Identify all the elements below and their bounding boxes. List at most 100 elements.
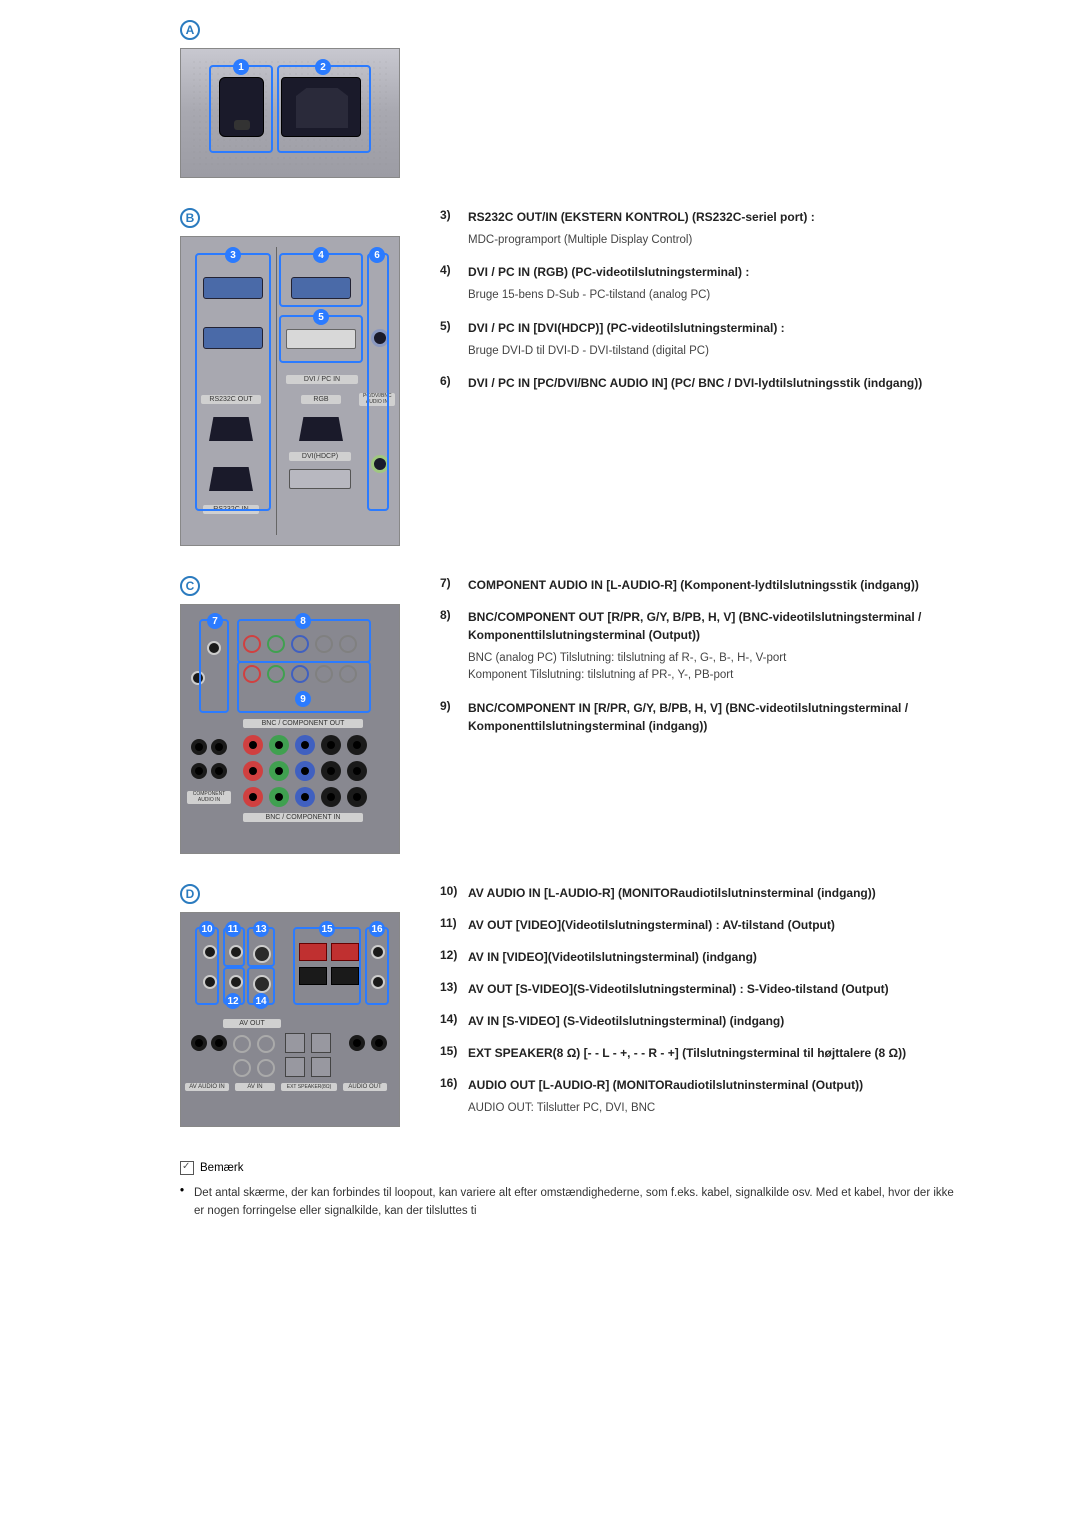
divider <box>276 247 277 535</box>
item-3-title: RS232C OUT/IN (EKSTERN KONTROL) (RS232C-… <box>468 208 960 226</box>
section-a-left: A 1 2 <box>180 20 410 178</box>
callout-4: 4 <box>313 247 329 263</box>
sj-6 <box>243 761 263 781</box>
label-bncout: BNC / COMPONENT OUT <box>243 719 363 728</box>
callout-15: 15 <box>319 921 335 937</box>
item-10-title: AV AUDIO IN [L-AUDIO-R] (MONITORaudiotil… <box>468 884 960 902</box>
highlight-2 <box>277 65 371 153</box>
label-extspk: EXT SPEAKER(8Ω) <box>281 1083 337 1091</box>
item-5-body: DVI / PC IN [DVI(HDCP)] (PC-videotilslut… <box>468 319 960 360</box>
item-9: 9) BNC/COMPONENT IN [R/PR, G/Y, B/PB, H,… <box>440 699 960 735</box>
callout-11: 11 <box>225 921 241 937</box>
audio-solid-r2 <box>211 763 227 779</box>
sj-5 <box>347 735 367 755</box>
item-11: 11) AV OUT [VIDEO](Videotilslutningsterm… <box>440 916 960 934</box>
item-16-desc: AUDIO OUT: Tilslutter PC, DVI, BNC <box>468 1100 960 1117</box>
sj-15 <box>347 787 367 807</box>
bullet-icon: • <box>180 1185 194 1220</box>
item-14-num: 14) <box>440 1012 468 1030</box>
item-14-title: AV IN [S-VIDEO] (S-Videotilslutningsterm… <box>468 1012 960 1030</box>
sj-3 <box>295 735 315 755</box>
bj-sv1 <box>285 1033 305 1053</box>
section-a: A 1 2 <box>180 20 960 178</box>
bnc-in-solid <box>243 787 367 807</box>
highlight-15 <box>293 927 361 1005</box>
badge-b: B <box>180 208 200 228</box>
bj-1 <box>191 1035 207 1051</box>
item-13-title: AV OUT [S-VIDEO](S-Videotilslutningsterm… <box>468 980 960 998</box>
section-b-right: 3) RS232C OUT/IN (EKSTERN KONTROL) (RS23… <box>410 208 960 406</box>
sj-7 <box>269 761 289 781</box>
item-10-num: 10) <box>440 884 468 902</box>
sj-12 <box>269 787 289 807</box>
panel-d: AV OUT AV AUDIO IN AV IN EXT SPEAKER(8Ω)… <box>180 912 400 1127</box>
item-4-desc: Bruge 15-bens D-Sub - PC-tilstand (analo… <box>468 287 960 304</box>
item-15: 15) EXT SPEAKER(8 Ω) [- - L - +, - - R -… <box>440 1044 960 1062</box>
item-3-num: 3) <box>440 208 468 249</box>
item-11-title: AV OUT [VIDEO](Videotilslutningsterminal… <box>468 916 960 934</box>
label-avin: AV IN <box>235 1083 275 1091</box>
section-b-left: B RS232C OUT RS232C IN DVI / PC IN RGB D… <box>180 208 410 546</box>
item-9-num: 9) <box>440 699 468 735</box>
sj-9 <box>321 761 341 781</box>
bj-4 <box>257 1035 275 1053</box>
item-12-num: 12) <box>440 948 468 966</box>
badge-c: C <box>180 576 200 596</box>
sj-2 <box>269 735 289 755</box>
label-dvihdcp: DVI(HDCP) <box>289 452 351 461</box>
label-compaudio: COMPONENT AUDIO IN <box>187 791 231 804</box>
bj-ao1 <box>349 1035 365 1051</box>
bj-ao2 <box>371 1035 387 1051</box>
item-8: 8) BNC/COMPONENT OUT [R/PR, G/Y, B/PB, H… <box>440 608 960 685</box>
panel-b: RS232C OUT RS232C IN DVI / PC IN RGB DVI… <box>180 236 400 546</box>
note-label: Bemærk <box>200 1162 243 1174</box>
audio-solid-l <box>191 739 207 755</box>
item-6-title: DVI / PC IN [PC/DVI/BNC AUDIO IN] (PC/ B… <box>468 374 960 392</box>
item-5-title: DVI / PC IN [DVI(HDCP)] (PC-videotilslut… <box>468 319 960 337</box>
bj-sv2 <box>311 1033 331 1053</box>
item-12: 12) AV IN [VIDEO](Videotilslutningstermi… <box>440 948 960 966</box>
item-4: 4) DVI / PC IN (RGB) (PC-videotilslutnin… <box>440 263 960 304</box>
sj-1 <box>243 735 263 755</box>
callout-7: 7 <box>207 613 223 629</box>
callout-16: 16 <box>369 921 385 937</box>
item-4-title: DVI / PC IN (RGB) (PC-videotilslutningst… <box>468 263 960 281</box>
label-avout: AV OUT <box>223 1019 281 1028</box>
label-rgb: RGB <box>301 395 341 404</box>
item-10: 10) AV AUDIO IN [L-AUDIO-R] (MONITORaudi… <box>440 884 960 902</box>
callout-3: 3 <box>225 247 241 263</box>
item-6-body: DVI / PC IN [PC/DVI/BNC AUDIO IN] (PC/ B… <box>468 374 960 392</box>
highlight-6 <box>367 253 389 511</box>
item-14: 14) AV IN [S-VIDEO] (S-Videotilslutnings… <box>440 1012 960 1030</box>
bj-3 <box>233 1035 251 1053</box>
label-bncin: BNC / COMPONENT IN <box>243 813 363 822</box>
section-c-left: C BNC / COMPONENT OUT <box>180 576 410 854</box>
item-6: 6) DVI / PC IN [PC/DVI/BNC AUDIO IN] (PC… <box>440 374 960 392</box>
section-d: D AV OUT <box>180 884 960 1131</box>
badge-a: A <box>180 20 200 40</box>
item-7: 7) COMPONENT AUDIO IN [L-AUDIO-R] (Kompo… <box>440 576 960 594</box>
item-11-num: 11) <box>440 916 468 934</box>
bullet-text: Det antal skærme, der kan forbindes til … <box>194 1185 960 1220</box>
item-7-num: 7) <box>440 576 468 594</box>
page: A 1 2 B RS232C OUT <box>0 20 1080 1220</box>
highlight-1 <box>209 65 273 153</box>
callout-5: 5 <box>313 309 329 325</box>
bnc-row-solid-2 <box>243 761 367 781</box>
item-16-title: AUDIO OUT [L-AUDIO-R] (MONITORaudiotilsl… <box>468 1076 960 1094</box>
callout-12: 12 <box>225 993 241 1009</box>
audio-solid-r <box>211 739 227 755</box>
trap-3 <box>299 417 343 441</box>
highlight-7 <box>199 619 229 713</box>
item-6-num: 6) <box>440 374 468 392</box>
item-15-num: 15) <box>440 1044 468 1062</box>
note-icon <box>180 1161 194 1175</box>
section-c: C BNC / COMPONENT OUT <box>180 576 960 854</box>
callout-14: 14 <box>253 993 269 1009</box>
section-c-right: 7) COMPONENT AUDIO IN [L-AUDIO-R] (Kompo… <box>410 576 960 749</box>
callout-10: 10 <box>199 921 215 937</box>
panel-a: 1 2 <box>180 48 400 178</box>
item-13-num: 13) <box>440 980 468 998</box>
section-d-right: 10) AV AUDIO IN [L-AUDIO-R] (MONITORaudi… <box>410 884 960 1131</box>
bullet-row: • Det antal skærme, der kan forbindes ti… <box>180 1185 960 1220</box>
